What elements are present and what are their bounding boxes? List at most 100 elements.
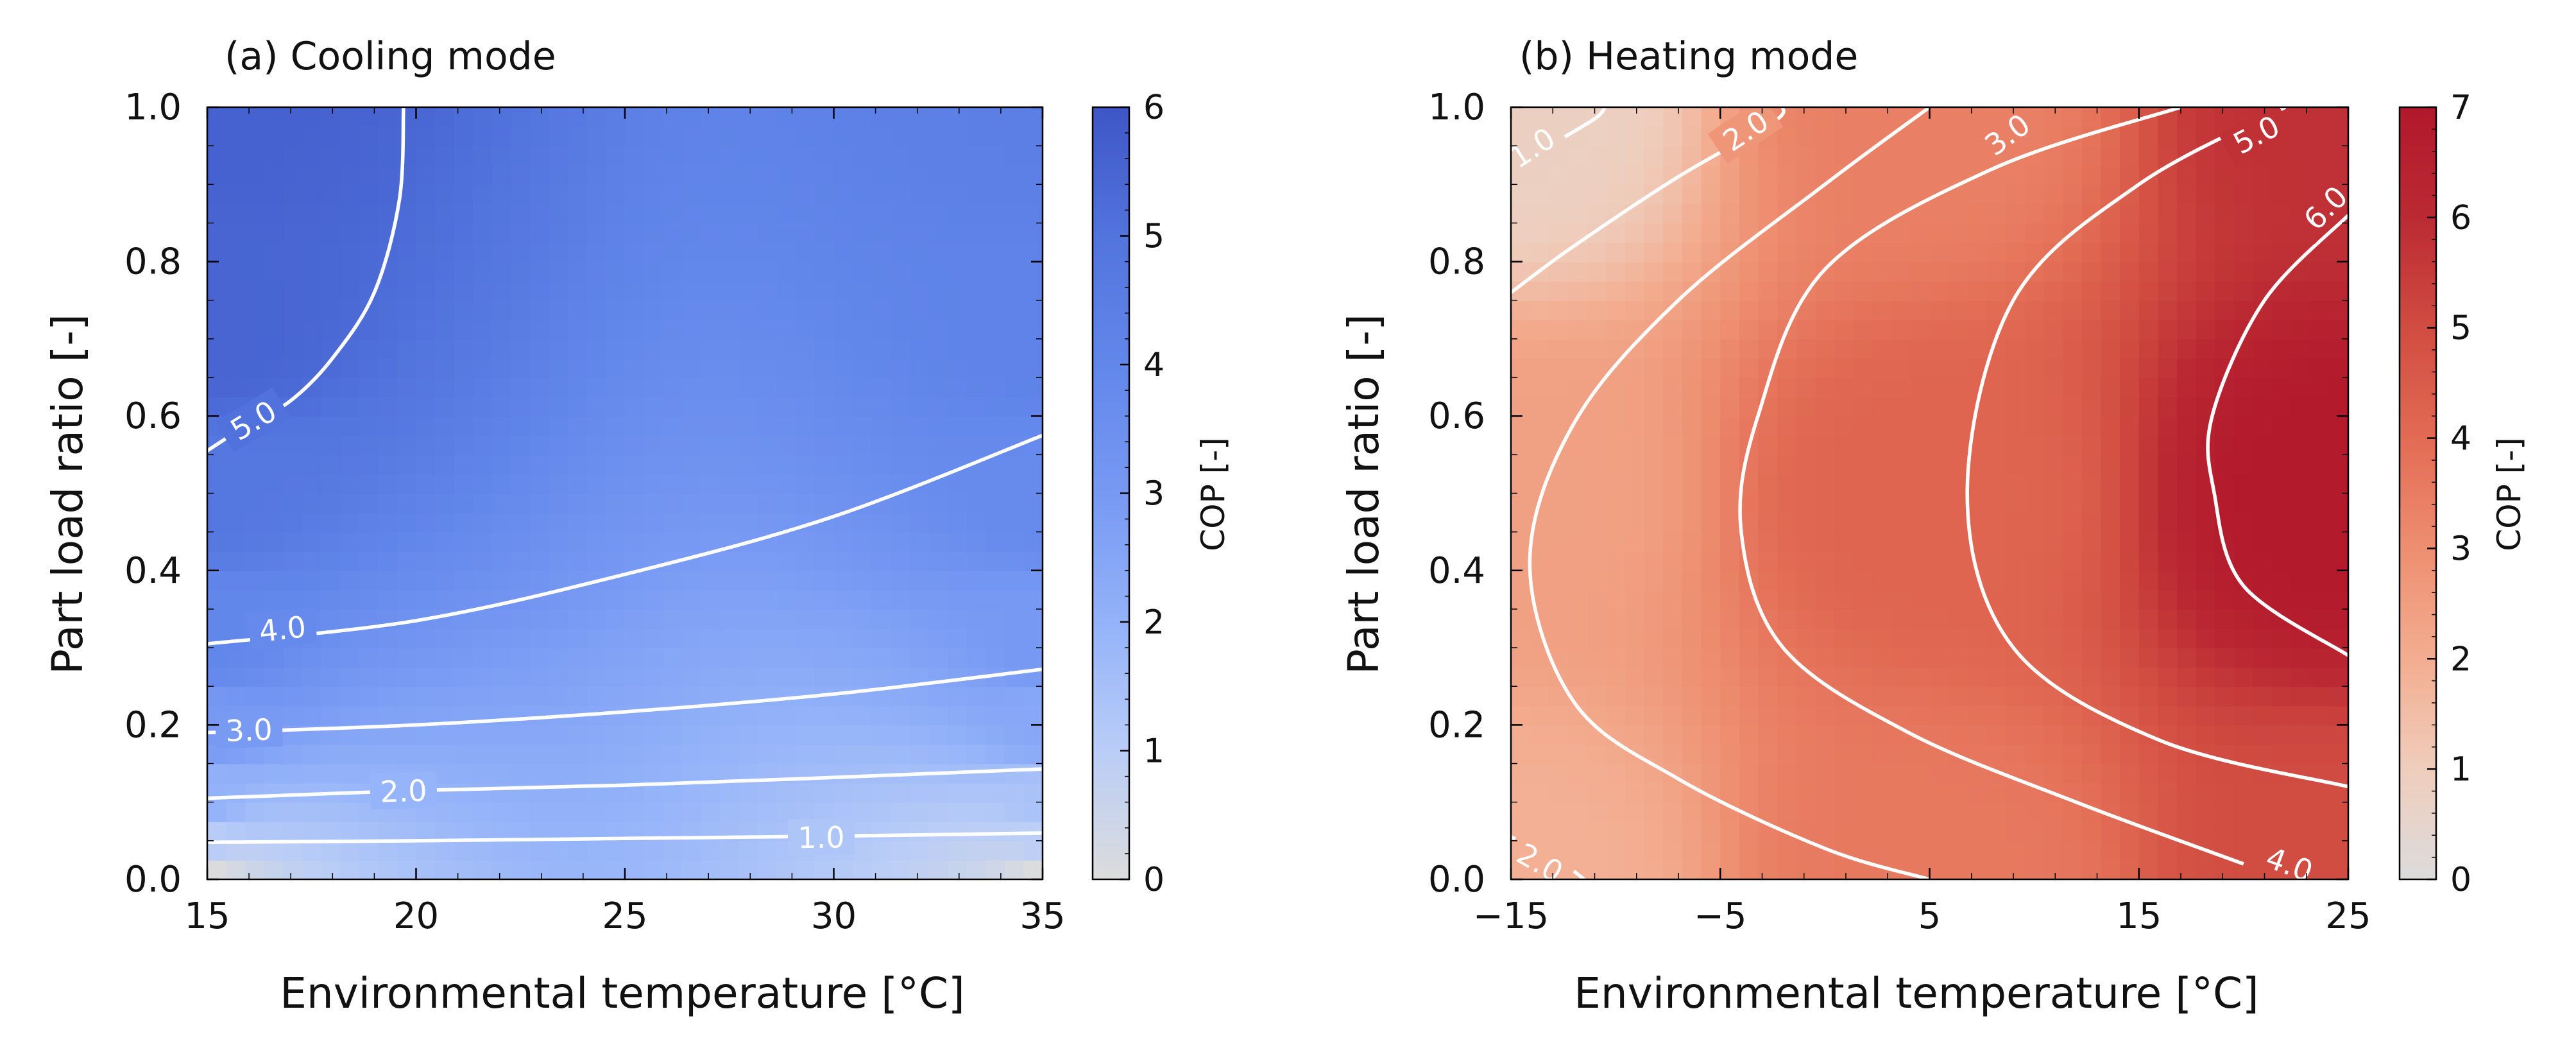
heatmap-cell [1796, 782, 1816, 803]
heatmap-cell [435, 859, 455, 879]
heatmap-cell [1758, 705, 1778, 726]
heatmap-cell [1986, 570, 2007, 591]
heatmap-cell [1891, 358, 1911, 379]
heatmap-cell [1701, 184, 1721, 205]
heatmap-cell [1796, 165, 1816, 185]
heatmap-cell [1549, 397, 1569, 417]
heatmap-cell [416, 338, 436, 359]
heatmap-cell [1739, 184, 1759, 205]
heatmap-cell [340, 300, 360, 320]
heatmap-cell [586, 551, 607, 571]
heatmap-cell [625, 203, 645, 224]
heatmap-cell [2024, 570, 2045, 591]
heatmap-cell [719, 107, 740, 128]
heatmap-cell [2310, 338, 2330, 359]
colorbar-gradient [2400, 107, 2436, 879]
heatmap-cell [491, 859, 512, 879]
heatmap-cell [2138, 628, 2159, 649]
heatmap-cell [1910, 782, 1931, 803]
heatmap-cell [473, 126, 493, 147]
contour-label-text: 2.0 [380, 773, 428, 809]
heatmap-cell [1682, 802, 1702, 822]
heatmap-cell [833, 667, 854, 687]
heatmap-cell [644, 377, 664, 398]
heatmap-cell [302, 667, 322, 687]
heatmap-cell [1587, 338, 1607, 359]
heatmap-cell [2138, 397, 2159, 417]
heatmap-cell [1682, 397, 1702, 417]
heatmap-cell [302, 146, 322, 166]
heatmap-cell [2120, 146, 2140, 166]
heatmap-cell [1023, 840, 1043, 861]
heatmap-cell [948, 512, 968, 533]
heatmap-cell [1511, 667, 1531, 687]
heatmap-cell [1625, 570, 1645, 591]
heatmap-cell [416, 377, 436, 398]
heatmap-cell [226, 840, 246, 861]
heatmap-cell [833, 242, 854, 263]
heatmap-cell [1606, 300, 1626, 320]
heatmap-cell [1758, 859, 1778, 879]
heatmap-cell [1949, 280, 1968, 301]
heatmap-cell [530, 840, 550, 861]
heatmap-cell [1511, 358, 1531, 379]
heatmap-cell [2196, 859, 2216, 879]
heatmap-cell [1758, 531, 1778, 552]
heatmap-cell [1530, 744, 1550, 764]
heatmap-cell [378, 146, 398, 166]
heatmap-cell [1872, 782, 1893, 803]
heatmap-cell [1701, 531, 1721, 552]
heatmap-cell [264, 435, 284, 456]
heatmap-cell [473, 242, 493, 263]
heatmap-cell [1949, 397, 1968, 417]
heatmap-cell [511, 300, 531, 320]
heatmap-cell [2310, 107, 2330, 128]
heatmap-cell [1853, 648, 1873, 668]
heatmap-cell [321, 570, 341, 591]
heatmap-cell [1891, 512, 1911, 533]
heatmap-cell [1701, 705, 1721, 726]
heatmap-cell [1004, 628, 1025, 649]
heatmap-cell [264, 107, 284, 128]
heatmap-cell [1606, 280, 1626, 301]
cooling-x-axis-label: Environmental temperature [°C] [280, 969, 965, 1018]
heatmap-cell [644, 280, 664, 301]
heatmap-cell [776, 589, 797, 610]
heatmap-cell [1567, 744, 1588, 764]
heatmap-cell [625, 802, 645, 822]
heatmap-cell [1023, 474, 1043, 494]
heatmap-cell [758, 686, 778, 707]
heatmap-cell [283, 705, 303, 726]
heatmap-cell [985, 358, 1005, 379]
heatmap-cell [1004, 377, 1025, 398]
heatmap-cell [1682, 608, 1702, 630]
heatmap-cell [359, 821, 379, 841]
heatmap-cell [606, 608, 626, 630]
heatmap-cell [2120, 551, 2140, 571]
heatmap-cell [2196, 338, 2216, 359]
heatmap-cell [1834, 821, 1854, 841]
heatmap-cell [511, 802, 531, 822]
heatmap-cell [511, 608, 531, 630]
heatmap-cell [1739, 686, 1759, 707]
heatmap-cell [1587, 165, 1607, 185]
heatmap-cell [701, 223, 721, 243]
y-tick-label: 0.8 [1428, 241, 1485, 283]
heatmap-cell [1949, 435, 1968, 456]
heatmap-cell [264, 203, 284, 224]
heatmap-cell [1625, 859, 1645, 879]
heatmap-cell [833, 416, 854, 436]
heatmap-cell [1949, 821, 1968, 841]
heatmap-cell [1567, 667, 1588, 687]
heatmap-cell [833, 705, 854, 726]
heatmap-cell [397, 300, 417, 320]
heatmap-cell [738, 628, 759, 649]
heatmap-cell [1815, 512, 1836, 533]
heatmap-cell [796, 126, 815, 147]
heatmap-cell [1967, 840, 1988, 861]
heatmap-cell [909, 126, 930, 147]
heatmap-cell [966, 107, 987, 128]
heatmap-cell [1530, 377, 1550, 398]
heatmap-cell [2120, 589, 2140, 610]
heatmap-cell [1530, 223, 1550, 243]
